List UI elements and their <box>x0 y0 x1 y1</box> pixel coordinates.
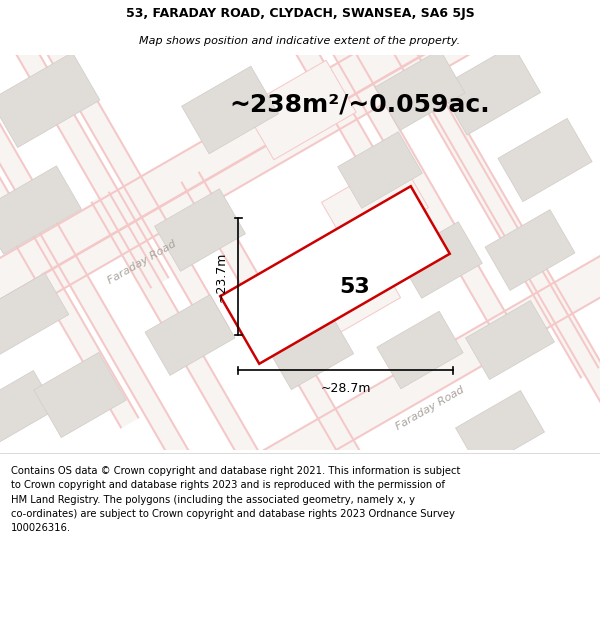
Polygon shape <box>155 189 245 271</box>
Polygon shape <box>145 294 235 376</box>
Polygon shape <box>0 4 458 386</box>
Polygon shape <box>28 0 230 329</box>
Polygon shape <box>0 71 140 429</box>
Polygon shape <box>455 391 544 469</box>
Polygon shape <box>34 352 126 437</box>
Polygon shape <box>0 71 140 419</box>
Polygon shape <box>181 171 400 529</box>
Text: 53: 53 <box>340 277 370 297</box>
Polygon shape <box>0 273 69 357</box>
Polygon shape <box>0 121 200 469</box>
Polygon shape <box>230 0 449 289</box>
Polygon shape <box>421 91 600 439</box>
Text: Faraday Road: Faraday Road <box>394 384 466 432</box>
Polygon shape <box>0 0 170 289</box>
Polygon shape <box>375 49 465 131</box>
Polygon shape <box>421 81 600 439</box>
Polygon shape <box>248 0 449 279</box>
Text: ~23.7m: ~23.7m <box>215 251 228 302</box>
Polygon shape <box>290 0 509 329</box>
Polygon shape <box>498 118 592 202</box>
Polygon shape <box>41 0 600 296</box>
Polygon shape <box>0 131 182 479</box>
Polygon shape <box>0 0 152 289</box>
Polygon shape <box>10 0 212 339</box>
Polygon shape <box>322 158 428 252</box>
Polygon shape <box>0 52 100 148</box>
Polygon shape <box>398 222 482 298</box>
Polygon shape <box>198 171 400 519</box>
Polygon shape <box>41 0 600 276</box>
Polygon shape <box>308 0 509 319</box>
Polygon shape <box>181 181 382 529</box>
Polygon shape <box>338 132 422 208</box>
Polygon shape <box>266 311 353 389</box>
Polygon shape <box>466 301 554 379</box>
Polygon shape <box>0 0 170 279</box>
Polygon shape <box>91 201 292 549</box>
Polygon shape <box>244 60 356 160</box>
Polygon shape <box>108 191 310 539</box>
Polygon shape <box>0 4 440 355</box>
Text: Contains OS data © Crown copyright and database right 2021. This information is : Contains OS data © Crown copyright and d… <box>11 466 460 533</box>
Polygon shape <box>377 311 463 389</box>
Polygon shape <box>118 184 600 566</box>
Polygon shape <box>380 31 582 379</box>
Polygon shape <box>182 66 278 154</box>
Polygon shape <box>118 184 600 535</box>
Polygon shape <box>91 191 310 549</box>
Polygon shape <box>136 215 600 566</box>
Polygon shape <box>0 371 56 449</box>
Text: Faraday Road: Faraday Road <box>106 238 178 286</box>
Polygon shape <box>439 45 541 135</box>
Polygon shape <box>0 121 200 479</box>
Text: ~28.7m: ~28.7m <box>320 382 371 395</box>
Polygon shape <box>485 209 575 291</box>
Polygon shape <box>220 186 450 364</box>
Polygon shape <box>299 250 401 340</box>
Polygon shape <box>0 166 82 254</box>
Polygon shape <box>0 35 458 386</box>
Polygon shape <box>230 0 432 289</box>
Text: 53, FARADAY ROAD, CLYDACH, SWANSEA, SA6 5JS: 53, FARADAY ROAD, CLYDACH, SWANSEA, SA6 … <box>125 8 475 20</box>
Polygon shape <box>0 81 122 429</box>
Polygon shape <box>380 21 599 379</box>
Polygon shape <box>438 81 600 429</box>
Polygon shape <box>52 0 600 296</box>
Polygon shape <box>290 0 492 329</box>
Text: ~238m²/~0.059ac.: ~238m²/~0.059ac. <box>230 93 490 117</box>
Polygon shape <box>10 0 230 339</box>
Text: Map shows position and indicative extent of the property.: Map shows position and indicative extent… <box>139 36 461 46</box>
Polygon shape <box>398 21 599 369</box>
